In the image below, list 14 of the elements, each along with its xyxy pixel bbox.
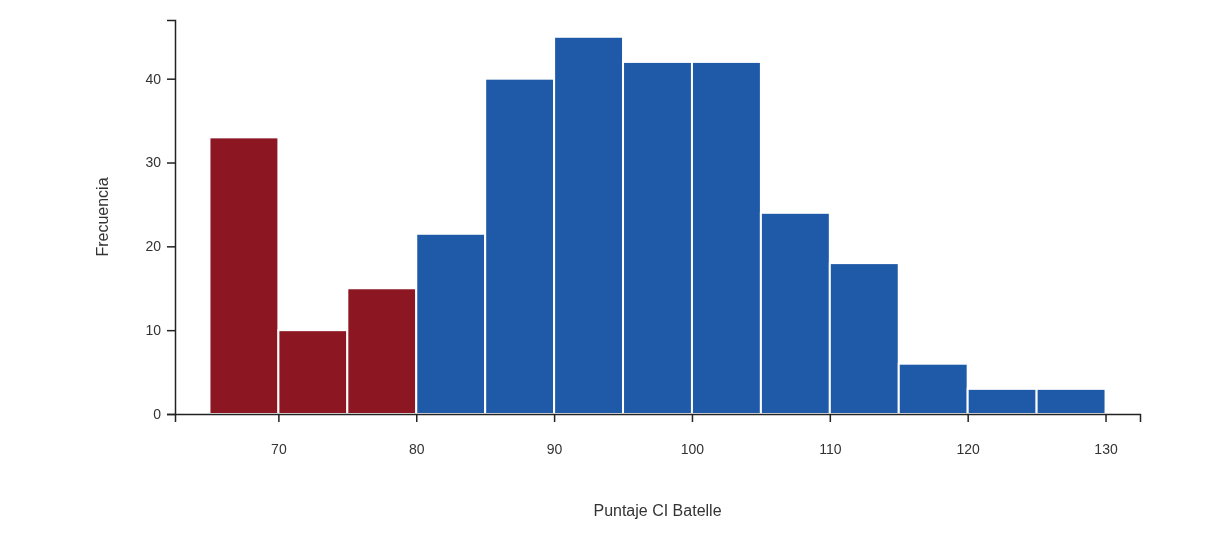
y-tick-label: 0	[153, 405, 162, 422]
x-tick-label: 120	[956, 440, 981, 457]
x-tick-label: 70	[271, 440, 287, 457]
x-axis-title: Puntaje CI Batelle	[593, 502, 722, 519]
y-tick-label: 10	[145, 322, 162, 339]
y-tick-label: 30	[145, 154, 162, 171]
x-tick-label: 130	[1094, 440, 1118, 457]
y-tick-label: 20	[145, 238, 162, 255]
x-tick-label: 100	[680, 440, 705, 457]
x-tick-label: 90	[546, 440, 563, 457]
y-tick-label: 40	[145, 70, 162, 87]
x-tick-label: 110	[819, 440, 842, 457]
x-tick-label: 80	[408, 440, 425, 457]
y-axis-title: Frecuencia	[94, 177, 111, 257]
